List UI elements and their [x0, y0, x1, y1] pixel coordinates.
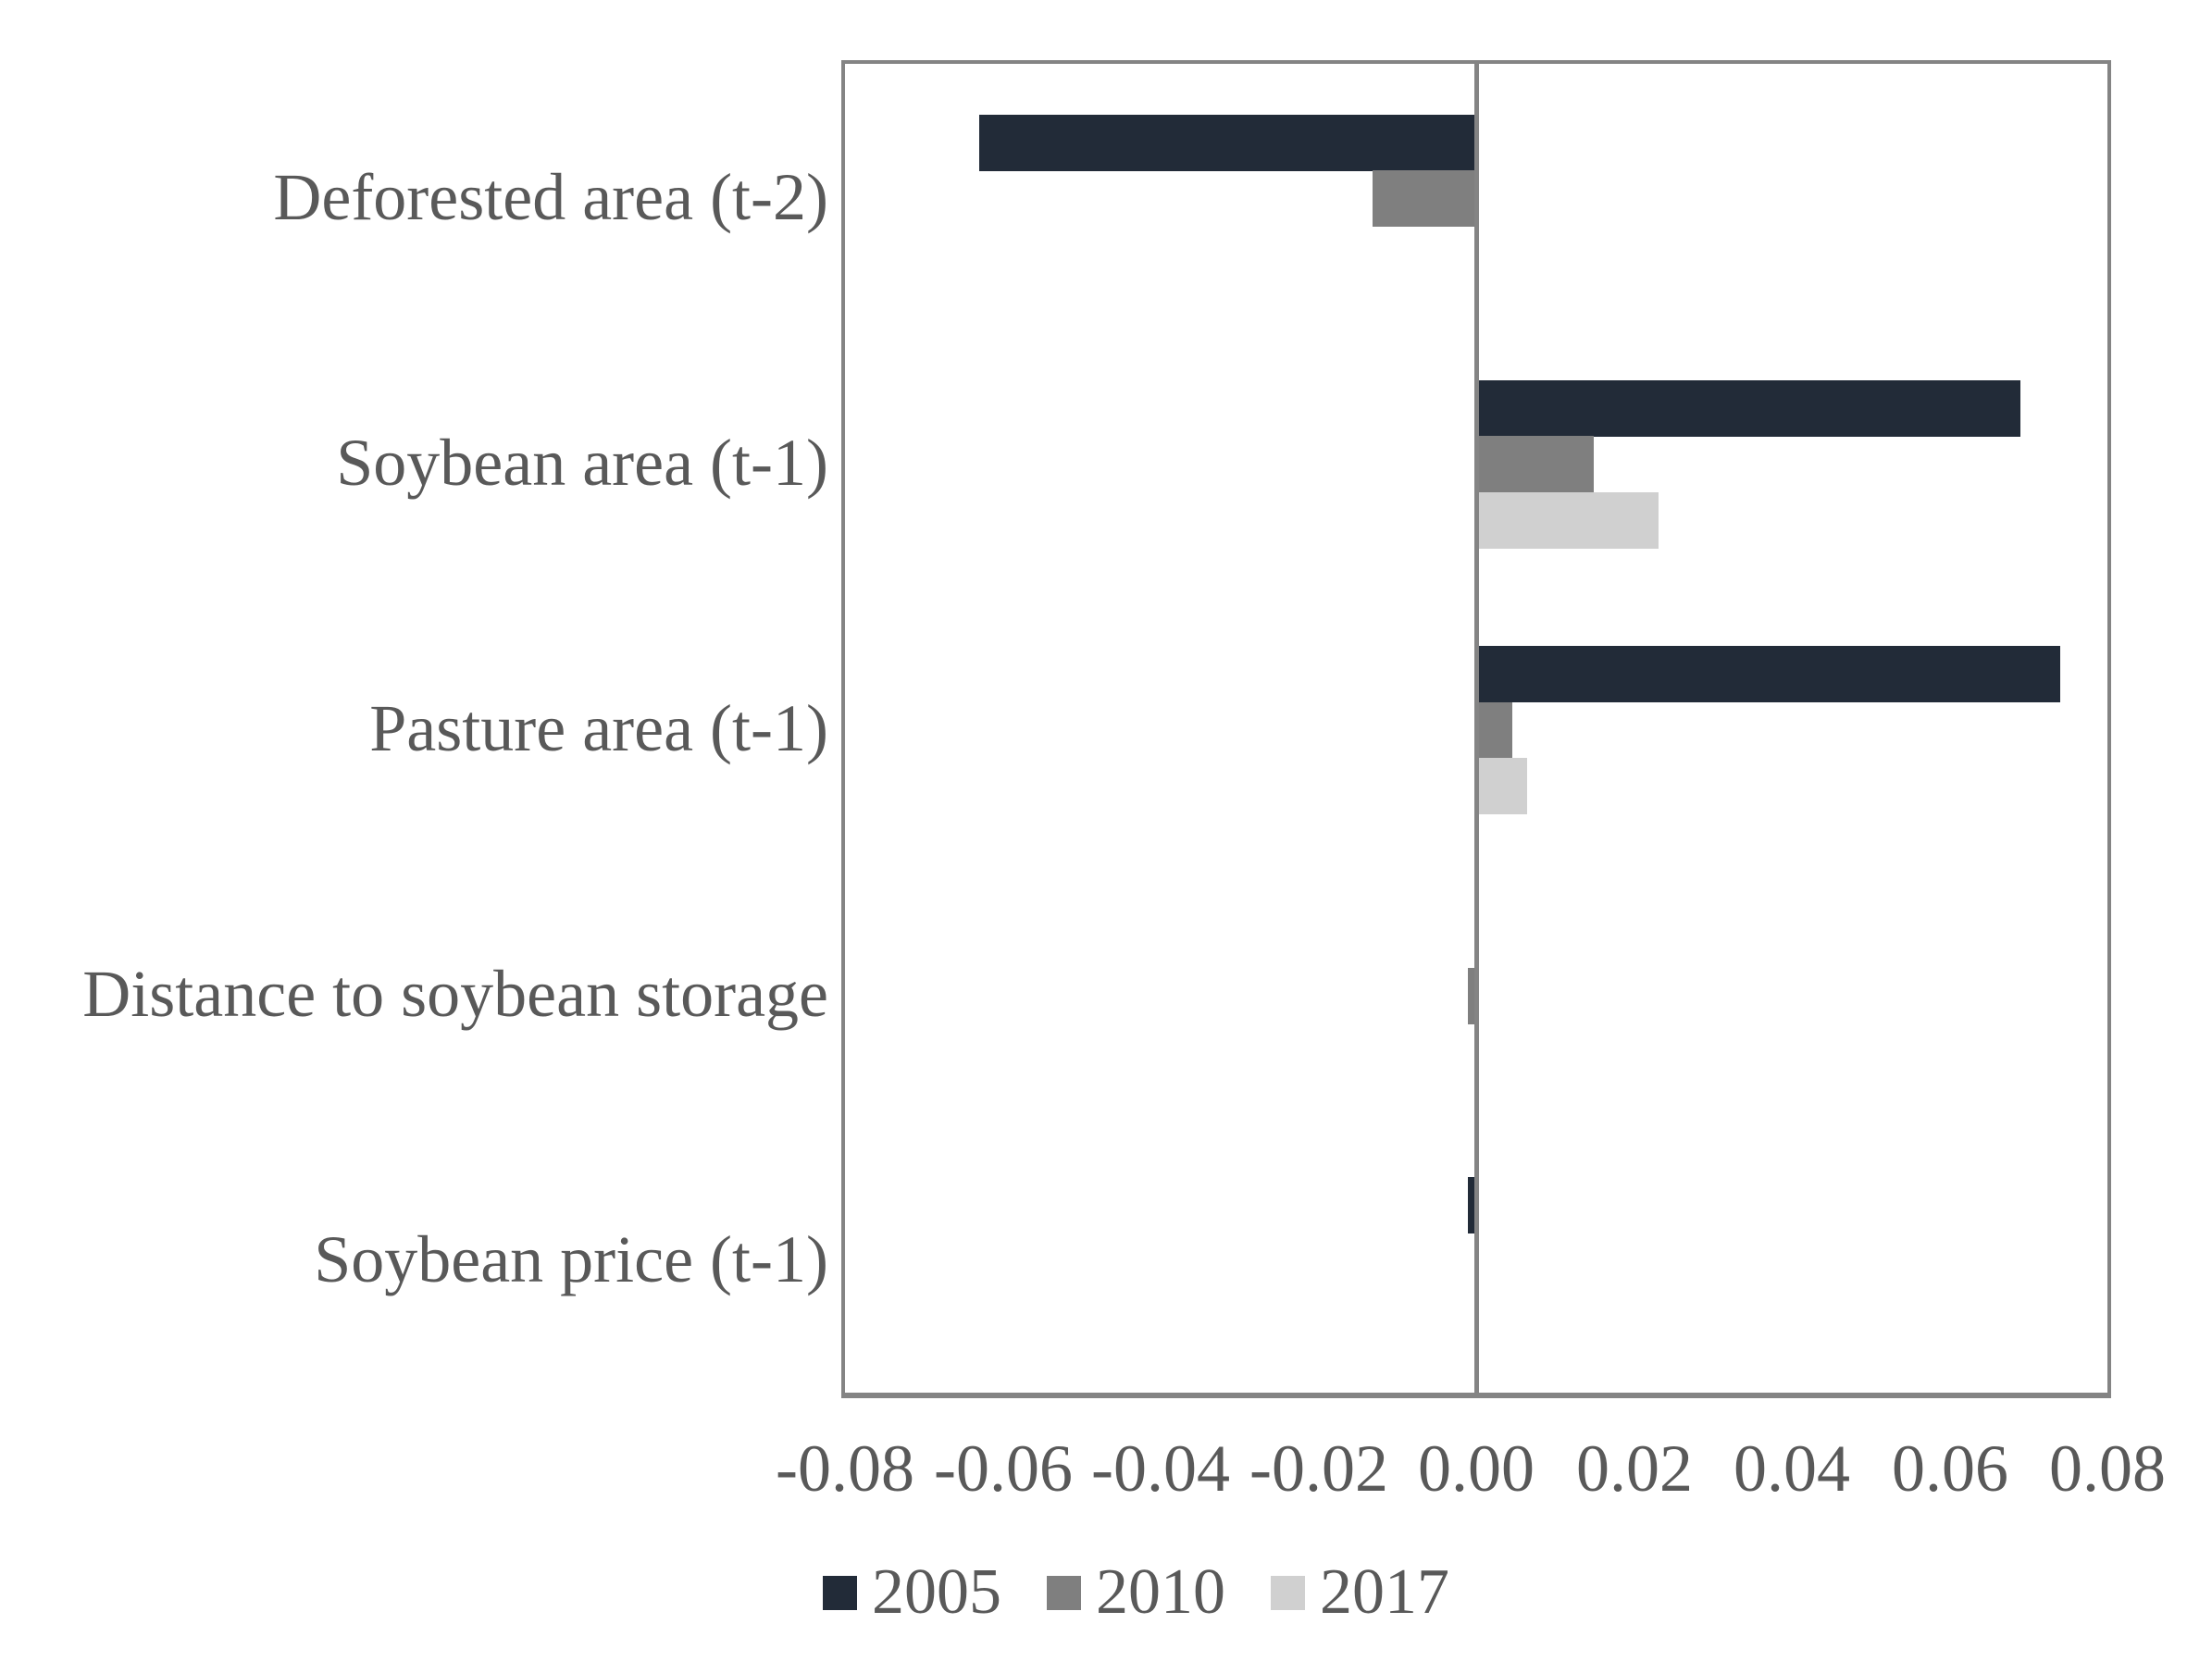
x-tick-label--0.08: -0.08: [776, 1432, 914, 1506]
bar-2010-pasture-area-t-1: [1476, 702, 1512, 759]
category-label-pasture-area-t-1: Pasture area (t-1): [369, 691, 828, 765]
legend-item-2005: 2005: [823, 1560, 1001, 1625]
category-label-distance-to-soybean-storage: Distance to soybean storage: [82, 957, 828, 1031]
legend-item-2010: 2010: [1047, 1560, 1225, 1625]
legend-label-2005: 2005: [872, 1556, 1001, 1628]
legend-label-2010: 2010: [1096, 1556, 1225, 1628]
bar-2005-soybean-price-t-1: [1468, 1177, 1476, 1233]
category-label-soybean-price-t-1: Soybean price (t-1): [314, 1222, 828, 1296]
legend-item-2017: 2017: [1271, 1560, 1449, 1625]
x-tick-label-0.06: 0.06: [1892, 1432, 2008, 1506]
legend: 2005 2010 2017: [823, 1560, 1449, 1625]
x-tick-label-0.04: 0.04: [1734, 1432, 1850, 1506]
x-tick-label--0.02: -0.02: [1249, 1432, 1388, 1506]
x-tick-label--0.04: -0.04: [1091, 1432, 1230, 1506]
x-tick-label-0.00: 0.00: [1418, 1432, 1535, 1506]
legend-swatch-2005: [823, 1575, 857, 1610]
bar-2010-deforested-area-t-2: [1373, 170, 1476, 227]
x-tick-label-0.02: 0.02: [1576, 1432, 1693, 1506]
legend-label-2017: 2017: [1320, 1556, 1449, 1628]
bar-2010-soybean-area-t-1: [1476, 436, 1594, 492]
bar-2005-soybean-area-t-1: [1476, 380, 2020, 437]
x-tick-label--0.06: -0.06: [934, 1432, 1073, 1506]
zero-axis-line: [1474, 64, 1479, 1393]
category-label-deforested-area-t-2: Deforested area (t-2): [273, 160, 828, 234]
bar-2017-soybean-area-t-1: [1476, 492, 1659, 549]
bar-2005-pasture-area-t-1: [1476, 646, 2060, 702]
bar-2017-pasture-area-t-1: [1476, 758, 1527, 814]
category-label-soybean-area-t-1: Soybean area (t-1): [336, 426, 828, 500]
x-tick-label-0.08: 0.08: [2049, 1432, 2166, 1506]
bar-2005-deforested-area-t-2: [979, 115, 1476, 171]
bar-2010-distance-to-soybean-storage: [1468, 968, 1476, 1024]
legend-swatch-2017: [1271, 1575, 1305, 1610]
legend-swatch-2010: [1047, 1575, 1081, 1610]
